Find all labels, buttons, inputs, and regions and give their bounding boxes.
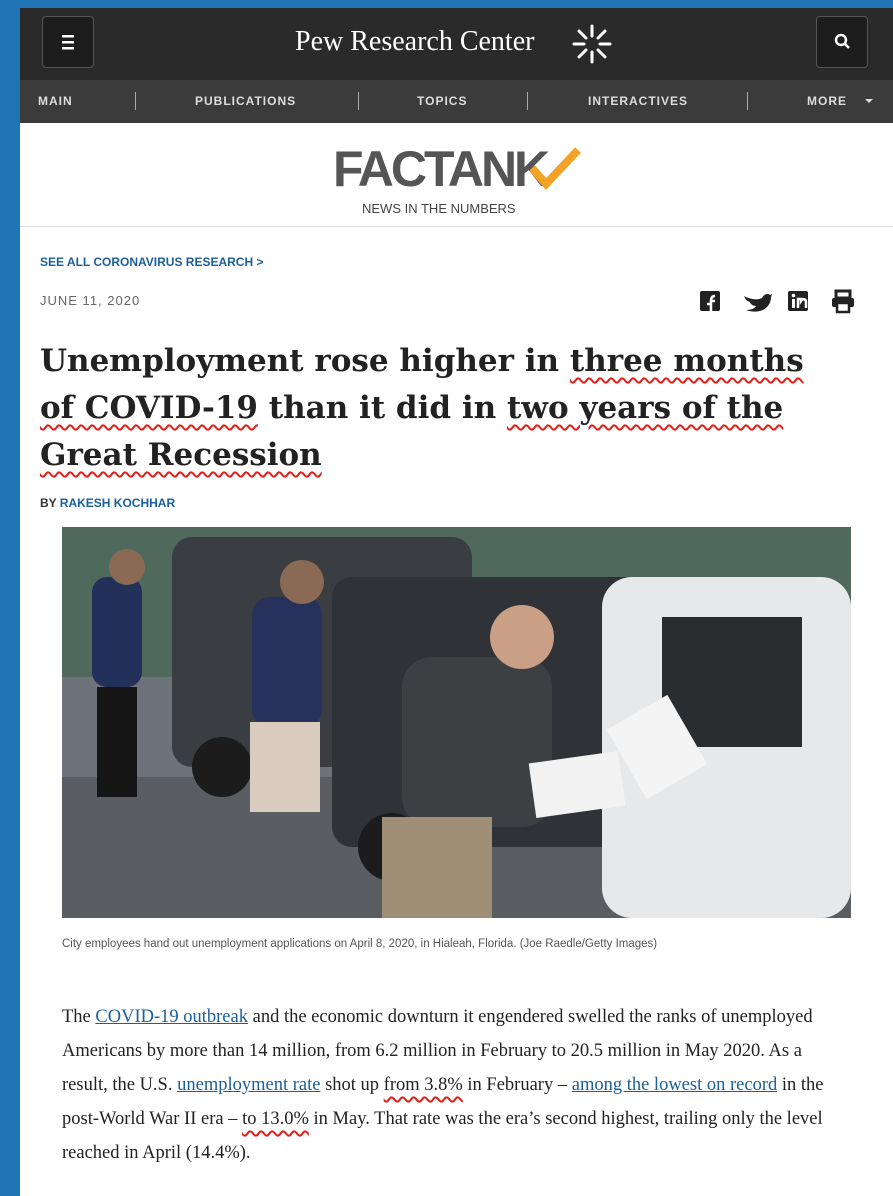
search-icon xyxy=(834,33,850,49)
web-page: Pew Research Center MAIN PUBLICATIONS TO… xyxy=(20,8,893,1196)
title-text-annotated: two years of the Great Recession xyxy=(40,390,784,473)
text-annotated: to 13.0% xyxy=(242,1109,309,1129)
top-bar: Pew Research Center xyxy=(20,8,893,80)
section-link[interactable]: SEE ALL CORONAVIRUS RESEARCH > xyxy=(40,255,264,269)
nav-item[interactable]: MORE xyxy=(807,94,847,108)
separator xyxy=(527,92,528,110)
text: and the economic downturn it engendered … xyxy=(62,1007,813,1095)
title-text-annotated: three months of COVID-19 xyxy=(40,343,804,426)
separator xyxy=(358,92,359,110)
nav-item[interactable]: INTERACTIVES xyxy=(588,94,689,108)
facebook-icon[interactable] xyxy=(700,291,720,311)
nav-item[interactable]: PUBLICATIONS xyxy=(195,94,297,108)
link[interactable]: unemployment rate xyxy=(177,1075,321,1095)
text: in May. That rate was the era’s second h… xyxy=(62,1109,823,1163)
separator xyxy=(135,92,136,110)
nav-item[interactable]: TOPICS xyxy=(417,94,468,108)
print-icon[interactable] xyxy=(832,289,854,314)
title-text: than it did in xyxy=(257,390,507,426)
date: JUNE 11, 2020 xyxy=(40,293,141,308)
menu-button[interactable] xyxy=(42,16,94,68)
search-button[interactable] xyxy=(816,16,868,68)
text-annotated: from 3.8% xyxy=(383,1075,463,1095)
article-paragraph: The COVID-19 outbreak and the economic d… xyxy=(62,1000,852,1170)
menu-icon xyxy=(62,35,74,50)
factank-logo[interactable]: FACTANK xyxy=(333,141,550,197)
divider xyxy=(20,226,893,227)
site-name[interactable]: Pew Research Center xyxy=(295,26,535,57)
link[interactable]: among the lowest on record xyxy=(571,1075,778,1095)
title-text: Unemployment rose higher in xyxy=(40,343,570,379)
text: in February – xyxy=(462,1075,572,1095)
share-icons xyxy=(700,289,854,314)
dropdown-arrow xyxy=(865,99,873,103)
nav-bar: MAIN PUBLICATIONS TOPICS INTERACTIVES MO… xyxy=(20,80,893,123)
tagline: NEWS IN THE NUMBERS xyxy=(362,201,516,216)
article-title: Unemployment rose higher in three months… xyxy=(40,338,840,479)
text: shot up xyxy=(320,1075,384,1095)
linkedin-icon[interactable] xyxy=(788,291,808,311)
author-link[interactable]: RAKESH KOCHHAR xyxy=(59,496,176,510)
site-logo-icon xyxy=(572,24,612,64)
link[interactable]: COVID-19 outbreak xyxy=(95,1007,248,1027)
text: The xyxy=(62,1007,96,1027)
twitter-icon[interactable] xyxy=(744,294,772,312)
separator xyxy=(747,92,748,110)
article-photo xyxy=(62,527,851,918)
nav-item[interactable]: MAIN xyxy=(38,94,73,108)
text: in the post-World War II era – xyxy=(62,1075,824,1129)
logo-check xyxy=(530,147,581,190)
byline-prefix: BY xyxy=(40,496,57,510)
photo-caption: City employees hand out unemployment app… xyxy=(62,938,658,950)
byline: BY RAKESH KOCHHAR xyxy=(40,496,175,510)
